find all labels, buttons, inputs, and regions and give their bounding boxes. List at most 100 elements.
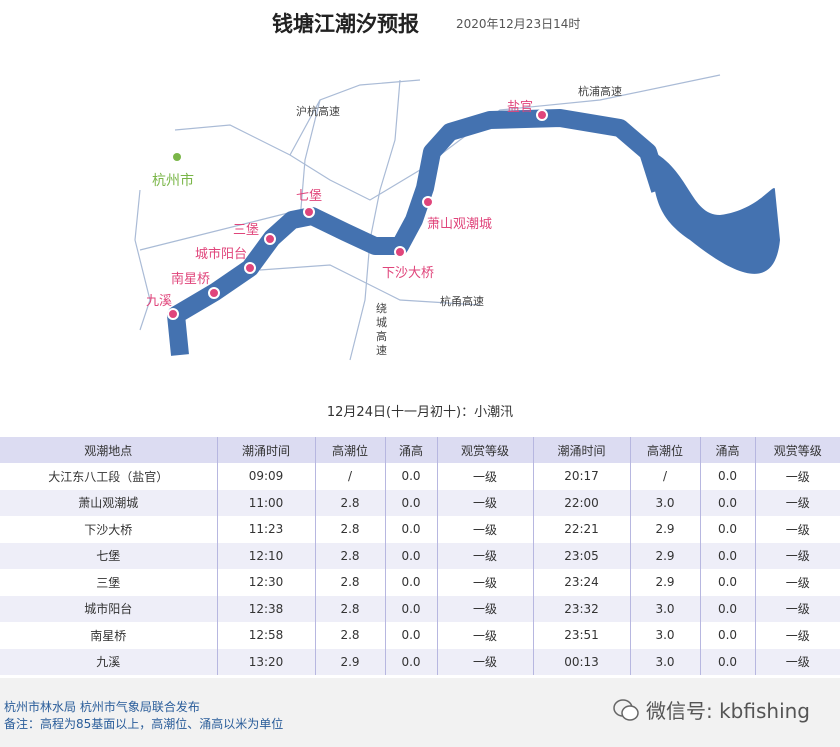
- column-header: 潮涌时间: [216, 437, 315, 463]
- table-cell: 2.8: [314, 489, 385, 516]
- table-cell: 一级: [436, 648, 533, 675]
- table-cell: 20:17: [532, 463, 630, 490]
- table-cell: 一级: [754, 542, 840, 569]
- table-cell: 2.8: [314, 569, 385, 596]
- estuary: [650, 150, 780, 274]
- table-cell: 一级: [436, 622, 533, 649]
- table-cell: 七堡: [0, 542, 217, 569]
- column-header: 潮涌时间: [532, 437, 630, 463]
- point-label: 三堡: [233, 222, 259, 238]
- table-cell: 0.0: [384, 542, 437, 569]
- table-cell: 0.0: [699, 595, 755, 622]
- table-cell: 一级: [754, 516, 840, 543]
- column-header: 观赏等级: [754, 437, 840, 463]
- table-cell: 0.0: [384, 648, 437, 675]
- table-cell: 0.0: [699, 516, 755, 543]
- city-label: 杭州市: [152, 172, 194, 189]
- column-header: 观赏等级: [436, 437, 533, 463]
- table-cell: 一级: [436, 595, 533, 622]
- road-label: 速: [376, 344, 387, 357]
- table-cell: 2.9: [629, 569, 700, 596]
- point-label: 南星桥: [171, 271, 210, 287]
- page-title: 钱塘江潮汐预报: [272, 12, 419, 36]
- roads: [134, 74, 721, 361]
- subtitle: 12月24日(十一月初十)：小潮汛: [326, 405, 514, 420]
- table-cell: 一级: [754, 569, 840, 596]
- table-cell: 0.0: [699, 463, 755, 490]
- issue-date: 2020年12月23日14时: [456, 17, 581, 31]
- table-row: 三堡 12:30 2.8 0.0 一级 23:24 2.9 0.0 一级: [0, 569, 840, 596]
- table-cell: 城市阳台: [0, 595, 217, 622]
- column-header: 高潮位: [314, 437, 385, 463]
- column-header: 观潮地点: [0, 437, 217, 463]
- table-cell: 2.8: [314, 622, 385, 649]
- table-cell: 3.0: [629, 622, 700, 649]
- table-row: 南星桥 12:58 2.8 0.0 一级 23:51 3.0 0.0 一级: [0, 622, 840, 649]
- table-cell: 0.0: [699, 648, 755, 675]
- table-cell: 一级: [754, 463, 840, 490]
- wechat-icon: [613, 698, 639, 721]
- road-label: 杭浦高速: [578, 84, 622, 98]
- table-cell: 3.0: [629, 489, 700, 516]
- table-cell: 3.0: [629, 595, 700, 622]
- table-cell: 0.0: [384, 463, 437, 490]
- table-cell: 0.0: [699, 542, 755, 569]
- road-label: 沪杭高速: [296, 104, 340, 118]
- tide-table: 观潮地点 潮涌时间 高潮位 涌高 观赏等级 潮涌时间 高潮位 涌高 观赏等级 大江东八工段（盐官…: [0, 437, 840, 675]
- table-cell: 一级: [436, 542, 533, 569]
- table-cell: 一级: [754, 595, 840, 622]
- table-cell: 2.8: [314, 595, 385, 622]
- table-cell: 0.0: [384, 516, 437, 543]
- table-cell: 22:00: [532, 489, 630, 516]
- column-header: 涌高: [699, 437, 755, 463]
- table-cell: 下沙大桥: [84, 522, 133, 537]
- table-cell: 12:10: [216, 542, 315, 569]
- road-label: 城: [376, 316, 387, 329]
- wechat-id: 微信号: kbfishing: [646, 699, 810, 723]
- table-cell: 0.0: [699, 489, 755, 516]
- table-cell: 一级: [436, 463, 533, 490]
- footer: 杭州市林水局 杭州市气象局联合发布 备注：高程为85基面以上，高潮位、涌高以米为…: [0, 678, 840, 747]
- table-cell: 23:24: [532, 569, 630, 596]
- table-row: 下沙大桥 11:23 2.8 0.0 一级 22:21 2.9 0.0 一级: [0, 516, 840, 543]
- table-row: 城市阳台 12:38 2.8 0.0 一级 23:32 3.0 0.0 一级: [0, 595, 840, 622]
- table-cell: 2.8: [314, 542, 385, 569]
- table-cell: 12:58: [216, 622, 315, 649]
- point-label: 九溪: [146, 294, 172, 309]
- table-cell: 2.9: [629, 516, 700, 543]
- point-label: 盐官: [507, 99, 533, 115]
- point-label: 下沙大桥: [382, 266, 434, 281]
- table-cell: 12:30: [216, 569, 315, 596]
- table-cell: 一级: [436, 516, 533, 543]
- table-cell: 0.0: [384, 622, 437, 649]
- table-cell: 萧山观潮城: [0, 489, 217, 516]
- table-cell: 一级: [436, 489, 533, 516]
- table-cell: 11:23: [216, 516, 315, 543]
- table-cell: 一级: [754, 489, 840, 516]
- table-cell: /: [629, 463, 700, 490]
- table-cell: 12:38: [216, 595, 315, 622]
- table-cell: 2.9: [314, 648, 385, 675]
- table-cell: 0.0: [699, 622, 755, 649]
- road-label: 杭甬高速: [440, 294, 484, 308]
- table-cell: 3.0: [629, 648, 700, 675]
- table-cell: 0.0: [384, 569, 437, 596]
- table-cell: 一级: [754, 622, 840, 649]
- table-cell: 三堡: [96, 575, 121, 590]
- table-cell: 0.0: [699, 569, 755, 596]
- note: 备注：高程为85基面以上，高潮位、涌高以米为单位: [4, 717, 284, 731]
- table-cell: 南星桥: [90, 628, 127, 643]
- table-cell: 23:05: [532, 542, 630, 569]
- table-cell: 22:21: [532, 516, 630, 543]
- table-row: 七堡 12:10 2.8 0.0 一级 23:05 2.9 0.0 一级: [0, 542, 840, 569]
- point-label: 萧山观潮城: [427, 217, 492, 232]
- column-header: 涌高: [384, 437, 437, 463]
- table-row: 萧山观潮城 11:00 2.8 0.0 一级 22:00 3.0 0.0 一级: [0, 489, 840, 516]
- road-label: 绕: [376, 302, 387, 315]
- point-label: 七堡: [296, 188, 322, 204]
- table-cell: 大江东八工段（盐官）: [48, 469, 169, 484]
- table-cell: 09:09: [216, 463, 315, 490]
- table-cell: 23:32: [532, 595, 630, 622]
- table-cell: 13:20: [216, 648, 315, 675]
- table-cell: 一级: [754, 648, 840, 675]
